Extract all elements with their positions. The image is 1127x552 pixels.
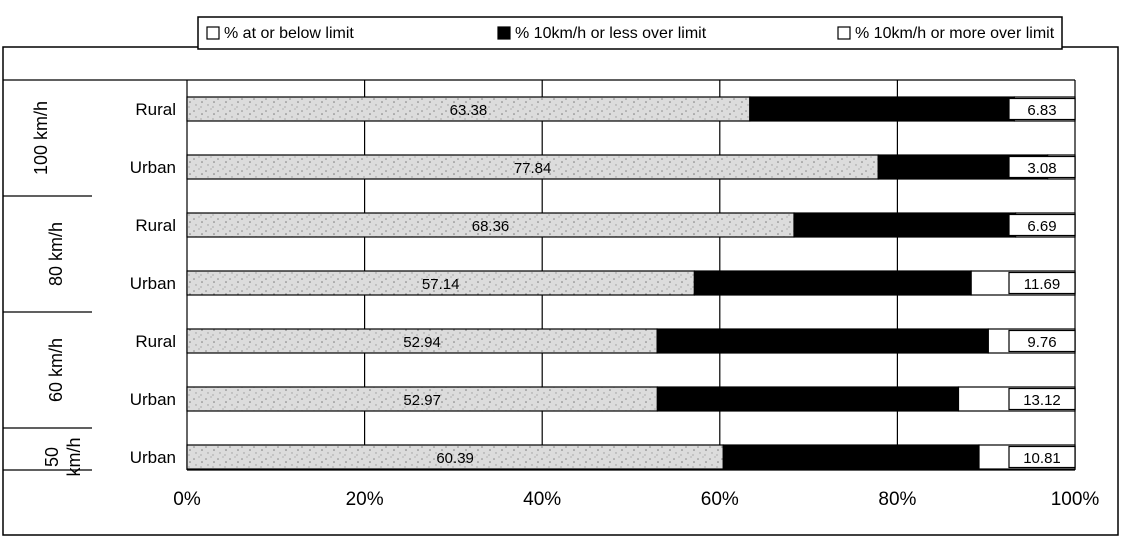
bar-row6-series1: [186, 386, 658, 412]
data-label-row7-series3: 10.81: [1023, 450, 1061, 467]
bar-row6-series2: [656, 386, 960, 412]
data-label-row4-series3: 11.69: [1024, 276, 1060, 293]
data-label-box-row7: [1008, 445, 1076, 469]
data-label-row6-series3: 13.12: [1023, 392, 1061, 409]
row-label-4: Urban: [130, 274, 176, 293]
data-label-row6-series1: 52.97: [403, 392, 441, 409]
bar-row3-series2: [793, 212, 1017, 238]
x-tick-20: 20%: [346, 489, 384, 510]
group-label-80-km-h: 80 km/h: [46, 222, 66, 286]
bar-row7-series1: [186, 444, 724, 470]
x-tick-100: 100%: [1051, 489, 1100, 510]
data-label-row1-series1: 63.38: [450, 102, 488, 119]
bar-row1-series2: [749, 96, 1015, 122]
x-tick-0: 0%: [173, 489, 201, 510]
x-tick-60: 60%: [701, 489, 739, 510]
data-label-row5-series1: 52.94: [403, 334, 441, 351]
bar-row4-series1: [186, 270, 696, 296]
data-label-row1-series3: 6.83: [1027, 102, 1056, 119]
x-axis-ticks: 0% 20% 40% 60% 80% 100%: [173, 489, 1099, 510]
bar-row7-series2: [722, 444, 980, 470]
legend-swatch-1: [206, 26, 220, 40]
x-tick-40: 40%: [523, 489, 561, 510]
row-label-1: Rural: [135, 100, 176, 119]
bar-row5-series2: [656, 328, 989, 354]
data-label-box-row5: [1008, 329, 1076, 353]
row-label-3: Rural: [135, 216, 176, 235]
data-label-box-row4: [1008, 271, 1076, 295]
group-label-50-km-h: 50 km/h: [42, 437, 84, 476]
legend-box: [197, 16, 1063, 50]
legend-label-3: % 10km/h or more over limit: [855, 25, 1055, 42]
bars: 63.38 6.83 77.84 3.08 68.36 6.69 57.14 11.69 52.…: [186, 96, 1076, 470]
group-labels: 100 km/h 80 km/h 60 km/h 50 km/h: [3, 79, 187, 477]
data-label-row2-series3: 3.08: [1027, 160, 1056, 177]
data-label-row4-series1: 57.14: [422, 276, 460, 293]
bar-row1-series1: [186, 96, 751, 122]
data-label-row3-series3: 6.69: [1027, 218, 1056, 235]
row-label-7: Urban: [130, 448, 176, 467]
row-label-6: Urban: [130, 390, 176, 409]
bar-row4-series2: [693, 270, 972, 296]
x-tick-80: 80%: [878, 489, 916, 510]
data-label-row3-series1: 68.36: [472, 218, 510, 235]
group-label-100-km-h: 100 km/h: [31, 101, 51, 175]
data-label-row5-series3: 9.76: [1027, 334, 1056, 351]
legend-label-1: % at or below limit: [224, 25, 354, 42]
data-label-box-row1: [1008, 97, 1076, 121]
data-label-box-row2: [1008, 155, 1076, 179]
data-label-box-row6: [1008, 387, 1076, 411]
data-label-row2-series1: 77.84: [514, 160, 552, 177]
data-label-row7-series1: 60.39: [436, 450, 474, 467]
legend-label-2: % 10km/h or less over limit: [515, 25, 707, 42]
group-label-60-km-h: 60 km/h: [46, 338, 66, 402]
legend: % at or below limit % 10km/h or less over…: [197, 16, 1063, 50]
row-labels: Rural Urban Rural Urban Rural Urban Urban: [130, 100, 176, 467]
data-label-box-row3: [1008, 213, 1076, 237]
legend-swatch-3: [837, 26, 851, 40]
row-label-5: Rural: [135, 332, 176, 351]
legend-swatch-2: [497, 26, 511, 40]
row-label-2: Urban: [130, 158, 176, 177]
